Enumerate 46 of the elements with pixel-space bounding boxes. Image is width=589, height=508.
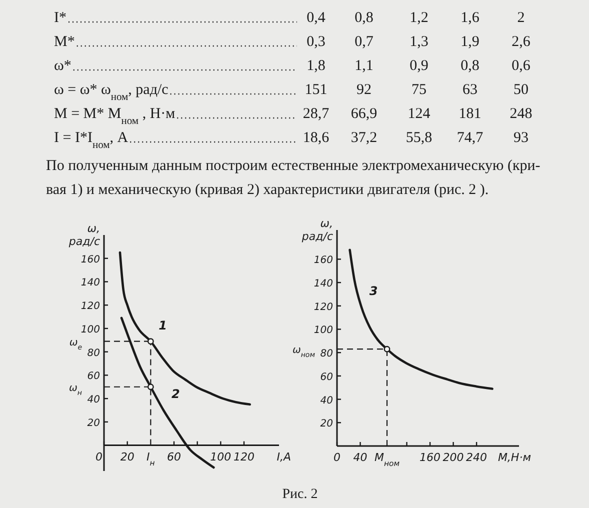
x-axis-title: I,A <box>276 450 291 464</box>
y-tick-label: 60 <box>87 371 100 382</box>
y-tick-label: 160 <box>314 255 333 266</box>
text: M = M* M$_{ном}$ , Н·м 28,7 66,9 124 181 248 <box>54 106 532 126</box>
x-tick-label: 120 <box>234 450 254 464</box>
x-tick-label: 100 <box>210 450 232 464</box>
text: По полученным данным построим естественные электромеханическую (кри- вая 1) и механическую (кривая 2) характеристики двигателя (рис. 2 ). <box>46 158 540 198</box>
x-axis-title: M,Н·м <box>498 451 531 464</box>
text: I = I*I$_{ном}$, А 18,6 37,2 55,8 74,7 93 <box>54 130 528 150</box>
ref-line-label: ω$_{н}$ <box>69 382 82 397</box>
y-axis-title: ω, рад/с <box>300 217 333 243</box>
y-tick-label: 140 <box>80 278 100 289</box>
text: ω* 1,8 1,1 0,9 0,8 0,6 <box>54 58 530 74</box>
ref-line-label: M$_{ном}$ <box>374 451 400 468</box>
text: Рис. 2 <box>282 487 318 502</box>
ref-line-label: ω$_{е}$ <box>69 337 82 352</box>
y-tick-label: 80 <box>320 348 333 360</box>
x-tick-label: 0 <box>334 451 340 464</box>
x-tick-label: 240 <box>466 451 488 464</box>
y-tick-label: 100 <box>314 325 333 336</box>
x-tick-label: 0 <box>96 450 102 464</box>
y-tick-label: 120 <box>80 301 100 312</box>
ref-line-label: I$_{н}$ <box>146 450 155 467</box>
x-tick-label: 20 <box>120 450 134 464</box>
text: ω = ω* ω$_{ном}$, рад/с 151 92 75 63 50 <box>54 82 528 102</box>
y-tick-label: 60 <box>320 372 333 383</box>
text: M* 0,3 0,7 1,3 1,9 2,6 <box>54 34 530 50</box>
y-axis-title: ω, рад/с <box>68 222 100 248</box>
y-tick-label: 100 <box>80 324 100 336</box>
y-tick-label: 20 <box>320 418 333 430</box>
y-tick-label: 140 <box>314 278 333 290</box>
y-tick-label: 20 <box>87 418 100 429</box>
x-tick-label: 160 <box>420 451 441 464</box>
y-tick-label: 80 <box>87 348 100 359</box>
x-tick-label: 60 <box>167 450 181 464</box>
y-tick-label: 120 <box>314 302 333 313</box>
ref-line-label: ω$_{ном}$ <box>292 345 316 360</box>
y-tick-label: 40 <box>87 394 100 406</box>
x-tick-label: 200 <box>442 451 464 464</box>
annotation: 3 <box>369 284 378 298</box>
annotation: 1 <box>158 318 168 332</box>
annotation: 2 <box>172 387 180 402</box>
text: I* 0,4 0,8 1,2 1,6 2 <box>54 10 525 26</box>
y-tick-label: 160 <box>80 254 100 266</box>
x-tick-label: 40 <box>353 451 368 464</box>
y-tick-label: 40 <box>320 395 333 406</box>
